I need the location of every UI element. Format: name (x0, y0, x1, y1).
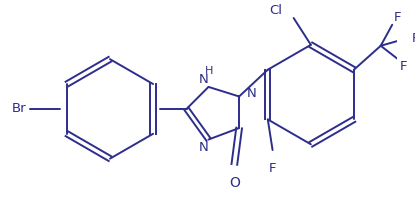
Text: N: N (247, 87, 256, 100)
Text: N: N (199, 141, 209, 154)
Text: F: F (400, 60, 408, 73)
Text: F: F (411, 32, 415, 45)
Text: N: N (199, 73, 209, 86)
Text: F: F (269, 162, 276, 175)
Text: F: F (394, 11, 402, 24)
Text: O: O (229, 176, 240, 190)
Text: Cl: Cl (269, 4, 282, 17)
Text: Br: Br (12, 102, 27, 115)
Text: H: H (205, 66, 214, 76)
